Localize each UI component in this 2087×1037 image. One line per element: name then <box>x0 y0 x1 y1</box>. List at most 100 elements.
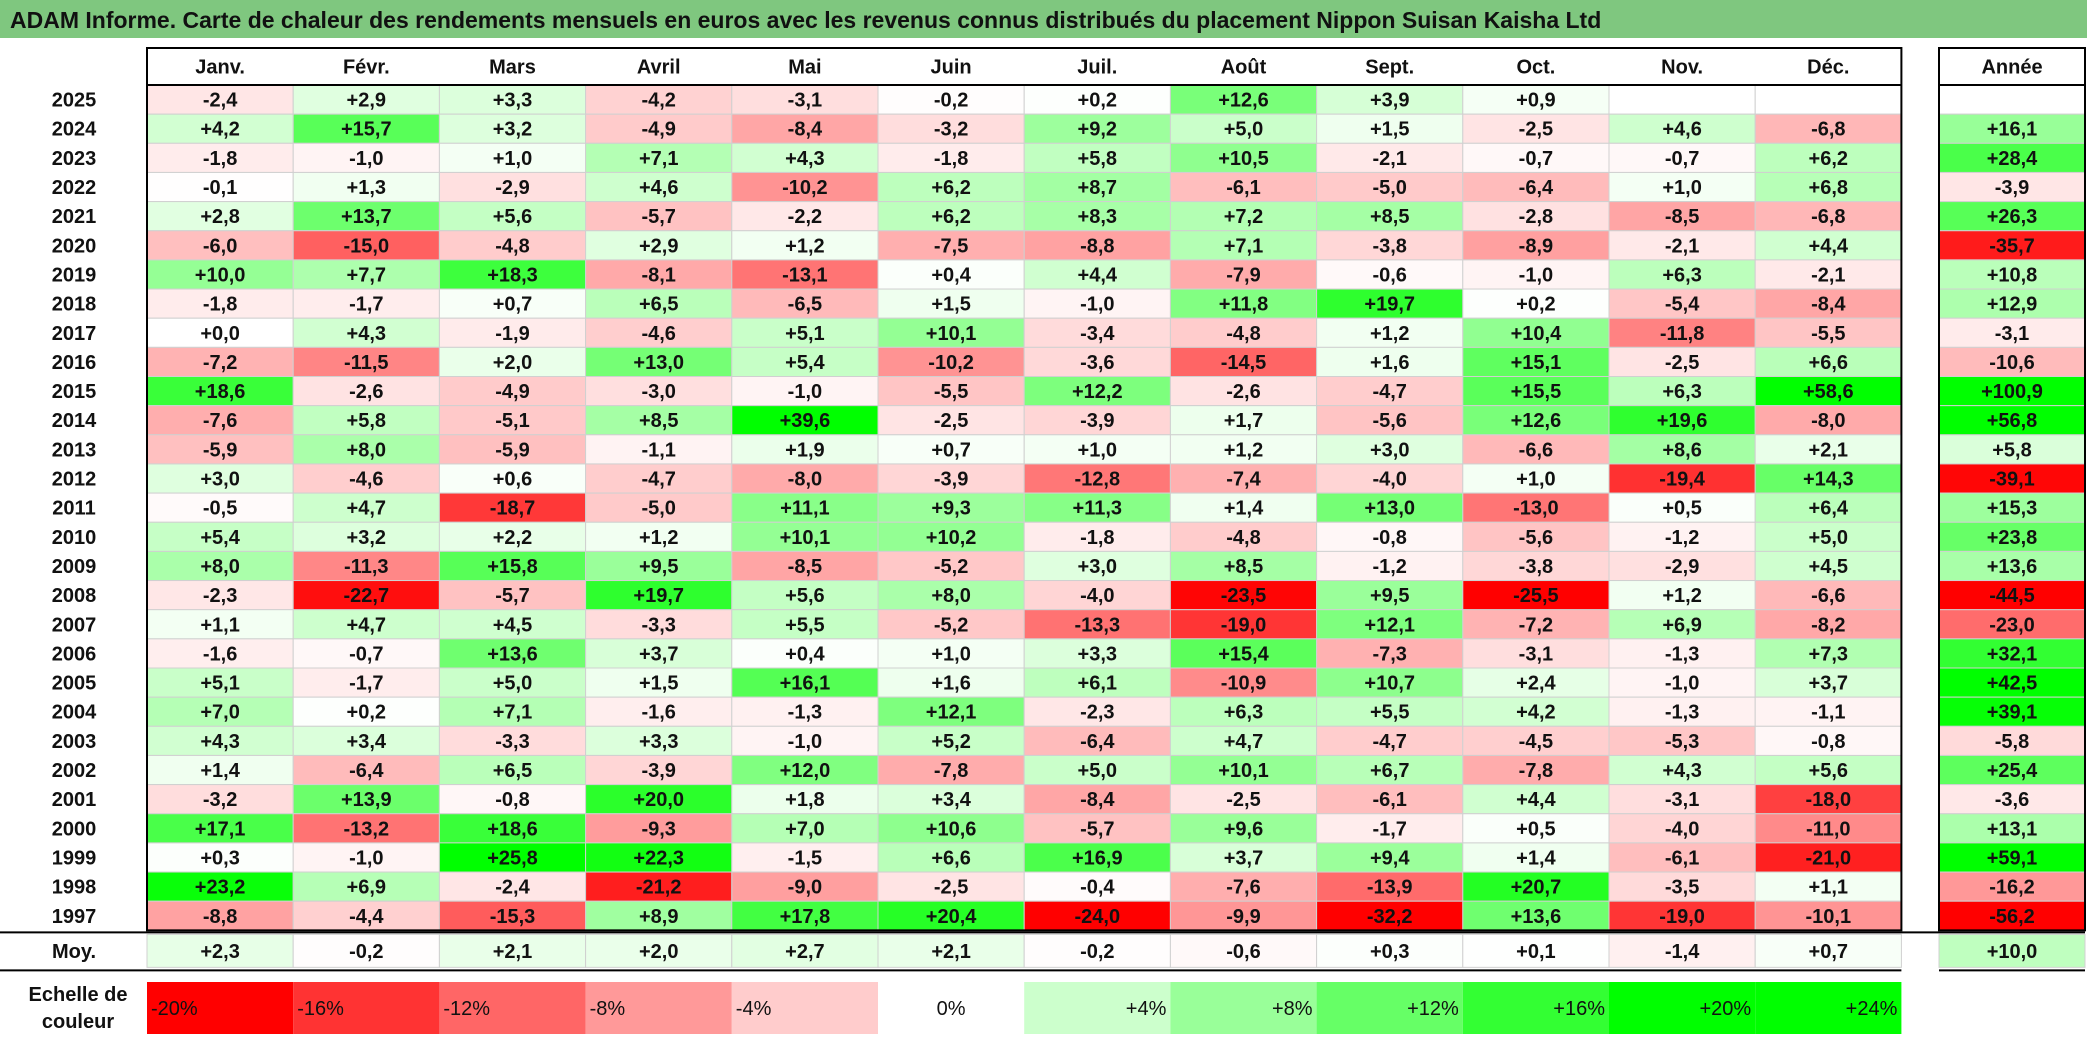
cell-value: -2,5 <box>1519 119 1553 141</box>
cell-value: -22,7 <box>344 585 390 607</box>
cell-value: +1,3 <box>347 177 386 199</box>
heatmap-cell <box>1608 405 1756 436</box>
row-year-label: 2024 <box>52 119 97 141</box>
annual-value: +15,3 <box>1987 498 2038 520</box>
cell-value: +6,9 <box>347 877 386 899</box>
cell-value: -9,0 <box>788 877 822 899</box>
heatmap-cell <box>1462 609 1610 640</box>
cell-value: +17,8 <box>780 906 831 928</box>
cell-value: +10,1 <box>926 323 977 345</box>
average-cell <box>1023 933 1171 968</box>
cell-value: -3,5 <box>1665 877 1699 899</box>
heatmap-cell <box>146 230 294 261</box>
heatmap-cell <box>1169 521 1318 552</box>
legend-label-line2: couleur <box>42 1011 114 1033</box>
cell-value: -6,4 <box>1519 177 1554 199</box>
cell-value: +20,4 <box>926 906 977 928</box>
legend-swatch <box>1755 982 1902 1034</box>
annual-value: +13,1 <box>1987 818 2038 840</box>
cell-value: +19,7 <box>633 585 684 607</box>
heatmap-cell <box>1754 201 1902 232</box>
cell-value: -23,5 <box>1221 585 1267 607</box>
annual-cell <box>1938 84 2086 115</box>
annual-cell <box>1938 638 2086 669</box>
cell-value: -1,6 <box>641 702 675 724</box>
heatmap-cell <box>1462 521 1610 552</box>
cell-value: -1,5 <box>788 847 822 869</box>
cell-value: -8,8 <box>1080 235 1114 257</box>
cell-value: -11,0 <box>1806 818 1850 840</box>
cell-value: -0,2 <box>934 90 968 112</box>
heatmap-cell <box>1316 230 1464 261</box>
cell-value: +3,7 <box>1809 673 1848 695</box>
cell-value: +1,8 <box>785 789 824 811</box>
cell-value: -13,3 <box>1075 614 1121 636</box>
average-cell <box>146 933 294 968</box>
annual-value: -3,6 <box>1995 789 2029 811</box>
cell-value: +1,1 <box>200 614 239 636</box>
cell-value: -0,8 <box>495 789 529 811</box>
heatmap-cell <box>1023 84 1171 115</box>
heatmap-cell <box>877 376 1025 407</box>
legend-step-label: 0% <box>937 998 966 1020</box>
cell-value: +4,2 <box>1516 702 1555 724</box>
heatmap-cell <box>1169 667 1318 698</box>
annual-cell <box>1938 900 2086 931</box>
annual-value: -16,2 <box>1989 877 2035 899</box>
cell-value: -1,7 <box>349 294 383 316</box>
heatmap-cell <box>146 521 294 552</box>
heatmap-cell <box>1754 346 1902 378</box>
cell-value: +5,5 <box>1370 702 1409 724</box>
cell-value: -6,0 <box>203 235 237 257</box>
heatmap-cell <box>1608 376 1756 407</box>
cell-value: -2,4 <box>495 877 530 899</box>
cell-value: +9,6 <box>1224 818 1263 840</box>
cell-value: +5,0 <box>493 673 532 695</box>
cell-value: +5,0 <box>1078 760 1117 782</box>
heatmap-cell <box>1754 580 1902 611</box>
heatmap-cell <box>146 492 294 523</box>
cell-value: +10,0 <box>195 264 246 286</box>
heatmap-cell <box>731 171 879 203</box>
heatmap-cell <box>1169 376 1318 407</box>
annual-value: -10,6 <box>1989 352 2035 374</box>
cell-value: +4,2 <box>200 119 239 141</box>
heatmap-cell <box>292 434 440 465</box>
heatmap-cell <box>1169 696 1318 727</box>
cell-value: -9,9 <box>1226 906 1260 928</box>
cell-value: +1,2 <box>1662 585 1701 607</box>
annual-value: -3,1 <box>1995 323 2029 345</box>
heatmap-cell <box>1462 463 1610 494</box>
annual-average-cell <box>1938 933 2086 968</box>
heatmap-cell <box>585 171 733 203</box>
column-header: Mars <box>489 57 536 79</box>
heatmap-cell <box>585 434 733 465</box>
cell-value: -5,2 <box>934 614 968 636</box>
cell-value: -11,5 <box>344 352 388 374</box>
cell-value: +1,0 <box>1662 177 1701 199</box>
cell-value: +4,3 <box>785 148 824 170</box>
heatmap-cell <box>1169 725 1318 756</box>
cell-value: -4,4 <box>349 906 384 928</box>
cell-value: +2,4 <box>1516 673 1556 695</box>
average-row-label: Moy. <box>52 941 96 963</box>
legend-step-label: +4% <box>1126 998 1167 1020</box>
cell-value: +7,3 <box>1809 643 1848 665</box>
column-header: Mai <box>788 57 821 79</box>
cell-value: -3,3 <box>495 731 529 753</box>
heatmap-cell <box>438 113 587 144</box>
cell-value: -2,5 <box>1665 352 1699 374</box>
cell-value: +9,5 <box>639 556 678 578</box>
cell-value: -8,4 <box>1811 294 1846 316</box>
heatmap-cell <box>731 201 879 232</box>
cell-value: +5,6 <box>493 206 532 228</box>
heatmap-cell <box>146 667 294 698</box>
cell-value: +0,3 <box>200 847 239 869</box>
cell-value: -2,8 <box>1519 206 1553 228</box>
cell-value: +8,9 <box>639 906 678 928</box>
cell-value: -1,0 <box>1080 294 1114 316</box>
heatmap-cell <box>1754 609 1902 640</box>
cell-value: +7,0 <box>785 818 824 840</box>
row-year-label: 2015 <box>52 381 97 403</box>
